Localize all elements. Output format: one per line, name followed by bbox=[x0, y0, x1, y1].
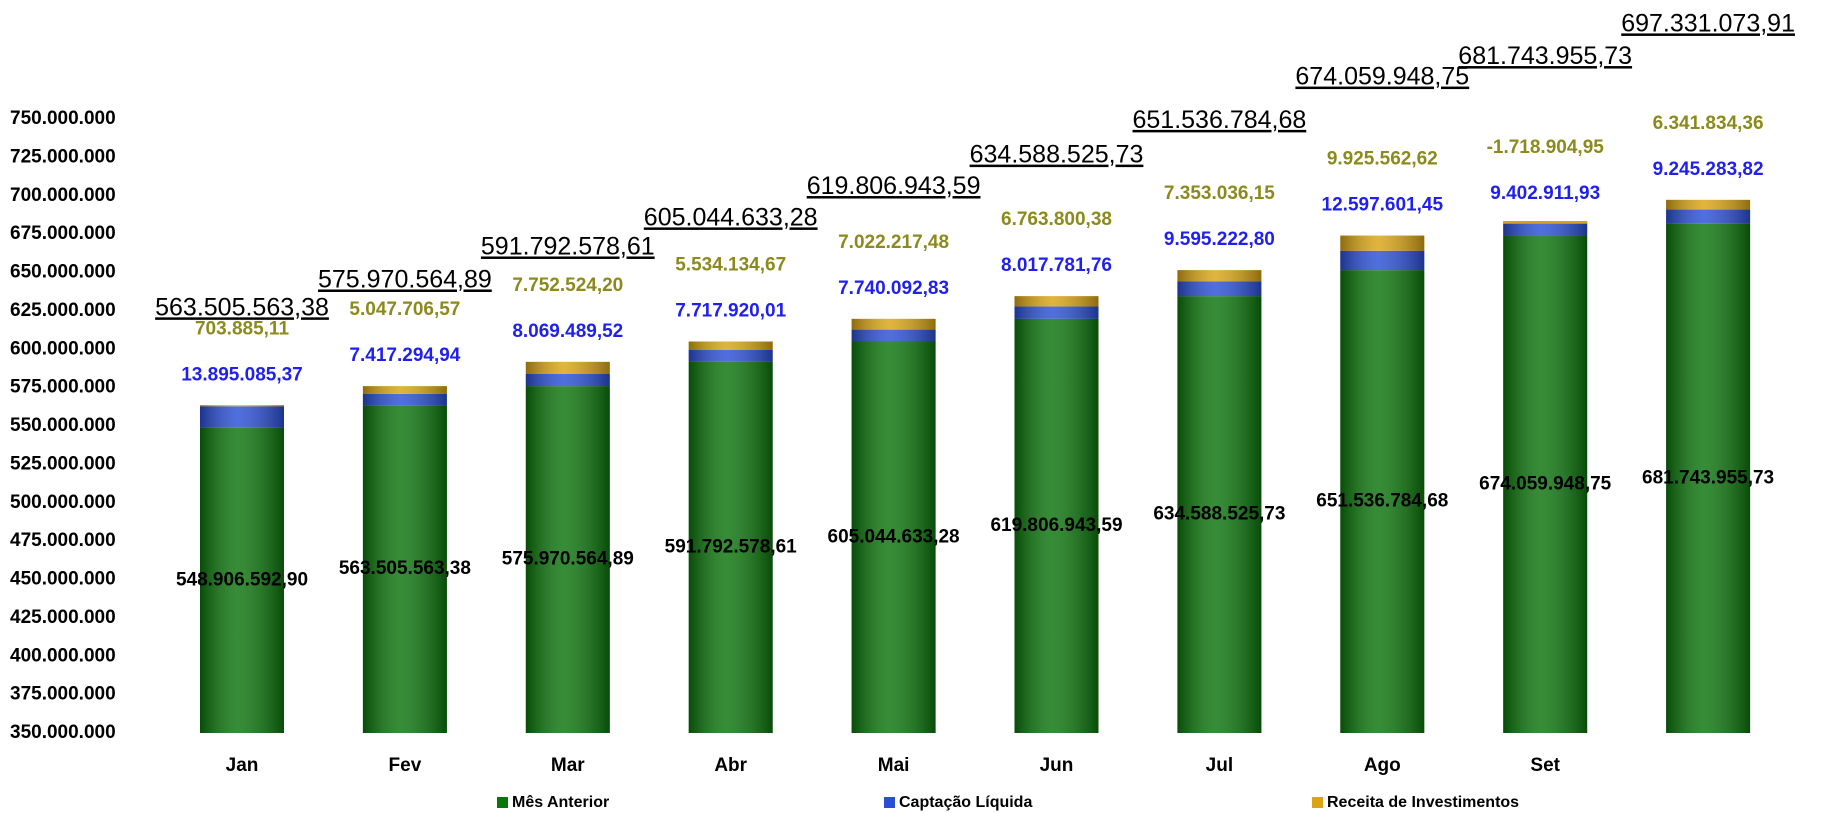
y-tick-label: 725.000.000 bbox=[10, 146, 116, 167]
legend-label: Mês Anterior bbox=[512, 794, 609, 811]
value-label: 681.743.955,73 bbox=[1642, 467, 1774, 488]
value-label: 634.588.525,73 bbox=[1153, 504, 1285, 525]
x-tick-label: Mar bbox=[551, 755, 585, 776]
x-tick-label: Abr bbox=[714, 755, 747, 776]
value-label: 605.044.633,28 bbox=[828, 526, 960, 547]
value-label: 575.970.564,89 bbox=[502, 549, 634, 570]
value-label: 703.885,11 bbox=[195, 318, 289, 339]
bar-shade bbox=[525, 361, 610, 733]
x-tick-label: Jun bbox=[1040, 755, 1074, 776]
x-tick-label: Jul bbox=[1206, 755, 1233, 776]
x-tick-label: Set bbox=[1530, 755, 1560, 776]
legend-swatch bbox=[497, 797, 508, 808]
x-tick-label: Mai bbox=[878, 755, 910, 776]
value-label: 9.245.283,82 bbox=[1653, 159, 1764, 180]
y-tick-label: 500.000.000 bbox=[10, 492, 116, 513]
value-label: 8.017.781,76 bbox=[1001, 255, 1112, 276]
value-label: 7.717.920,01 bbox=[675, 301, 786, 322]
y-tick-label: 425.000.000 bbox=[10, 607, 116, 628]
value-label: 7.752.524,20 bbox=[512, 275, 623, 296]
y-tick-label: 375.000.000 bbox=[10, 684, 116, 705]
total-label: 674.059.948,75 bbox=[1295, 63, 1469, 91]
legend-label: Receita de Investimentos bbox=[1327, 794, 1519, 811]
value-label: 651.536.784,68 bbox=[1316, 491, 1448, 512]
y-tick-label: 450.000.000 bbox=[10, 569, 116, 590]
value-label: 591.792.578,61 bbox=[665, 536, 798, 557]
y-tick-label: 475.000.000 bbox=[10, 530, 116, 551]
y-tick-label: 750.000.000 bbox=[10, 108, 116, 129]
x-tick-label: Ago bbox=[1364, 755, 1401, 776]
y-tick-label: 675.000.000 bbox=[10, 223, 116, 244]
value-label: 7.740.092,83 bbox=[838, 278, 949, 299]
x-tick-label: Jan bbox=[226, 755, 259, 776]
y-tick-label: 650.000.000 bbox=[10, 262, 116, 283]
value-label: 6.341.834,36 bbox=[1653, 113, 1764, 134]
value-label: 7.417.294,94 bbox=[349, 345, 460, 366]
y-tick-label: 575.000.000 bbox=[10, 377, 116, 398]
value-label: -1.718.904,95 bbox=[1487, 137, 1605, 158]
value-label: 619.806.943,59 bbox=[990, 515, 1122, 536]
legend-swatch bbox=[1312, 797, 1323, 808]
total-label: 591.792.578,61 bbox=[481, 232, 655, 260]
total-label: 619.806.943,59 bbox=[807, 172, 981, 200]
value-label: 5.534.134,67 bbox=[675, 255, 786, 276]
value-label: 9.595.222,80 bbox=[1164, 229, 1275, 250]
value-label: 548.906.592,90 bbox=[176, 569, 308, 590]
bar-shade bbox=[688, 341, 773, 733]
legend-swatch bbox=[884, 797, 895, 808]
value-label: 7.022.217,48 bbox=[838, 232, 949, 253]
bar-shade bbox=[1503, 223, 1588, 734]
value-label: 12.597.601,45 bbox=[1322, 195, 1444, 216]
y-tick-label: 550.000.000 bbox=[10, 415, 116, 436]
value-label: 6.763.800,38 bbox=[1001, 209, 1112, 230]
bar-shade bbox=[200, 405, 284, 733]
total-label: 605.044.633,28 bbox=[644, 203, 818, 231]
bar-shade bbox=[1666, 199, 1751, 733]
y-tick-label: 400.000.000 bbox=[10, 645, 116, 666]
value-label: 8.069.489,52 bbox=[512, 321, 623, 342]
value-label: 674.059.948,75 bbox=[1479, 473, 1612, 494]
total-label: 575.970.564,89 bbox=[318, 265, 492, 293]
total-label: 681.743.955,73 bbox=[1458, 42, 1632, 70]
value-label: 563.505.563,38 bbox=[339, 558, 471, 579]
y-tick-label: 700.000.000 bbox=[10, 185, 116, 206]
bar-segment bbox=[1503, 221, 1588, 224]
total-label: 697.331.073,91 bbox=[1621, 9, 1795, 37]
y-tick-label: 600.000.000 bbox=[10, 338, 116, 359]
total-label: 634.588.525,73 bbox=[970, 141, 1144, 169]
value-label: 9.925.562,62 bbox=[1327, 149, 1438, 170]
value-label: 7.353.036,15 bbox=[1164, 183, 1275, 204]
bar-shade bbox=[1177, 270, 1262, 733]
bar-shade bbox=[362, 386, 447, 733]
y-tick-label: 525.000.000 bbox=[10, 453, 116, 474]
bar-shade bbox=[1014, 296, 1099, 733]
total-label: 651.536.784,68 bbox=[1133, 106, 1307, 134]
y-tick-label: 625.000.000 bbox=[10, 300, 116, 321]
bar-shade bbox=[1340, 235, 1425, 733]
x-tick-label: Fev bbox=[389, 755, 422, 776]
value-label: 5.047.706,57 bbox=[349, 299, 460, 320]
bar-shade bbox=[851, 318, 936, 733]
y-tick-label: 350.000.000 bbox=[10, 722, 116, 743]
value-label: 13.895.085,37 bbox=[181, 364, 303, 385]
legend-label: Captação Líquida bbox=[899, 794, 1032, 811]
total-label: 563.505.563,38 bbox=[155, 293, 329, 321]
value-label: 9.402.911,93 bbox=[1490, 183, 1600, 204]
